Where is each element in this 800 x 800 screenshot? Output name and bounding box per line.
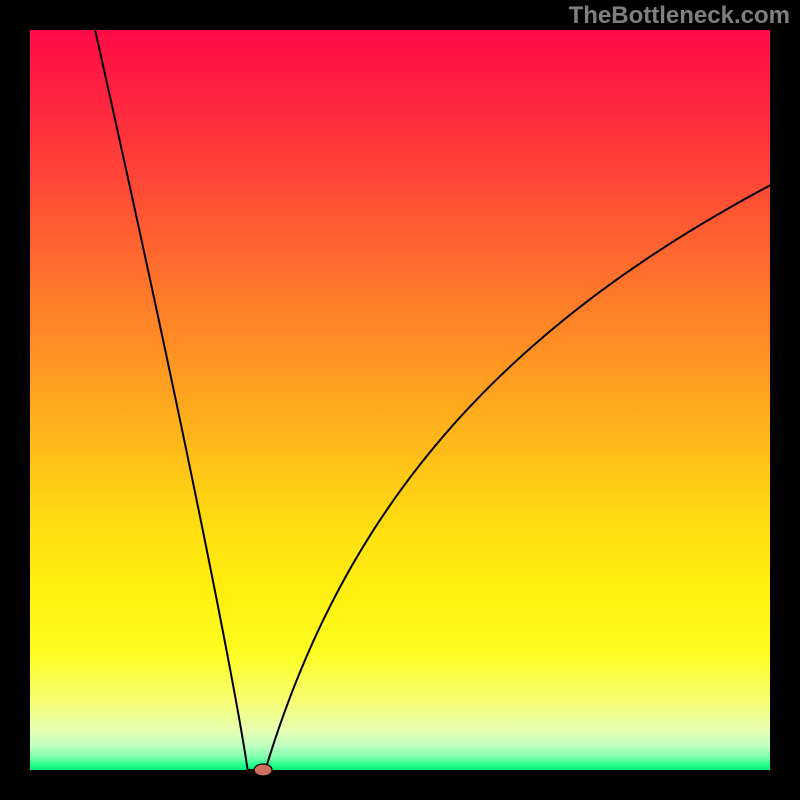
watermark-text: TheBottleneck.com: [569, 2, 790, 30]
chart-container: TheBottleneck.com: [0, 0, 800, 800]
gradient-background: [30, 30, 770, 770]
